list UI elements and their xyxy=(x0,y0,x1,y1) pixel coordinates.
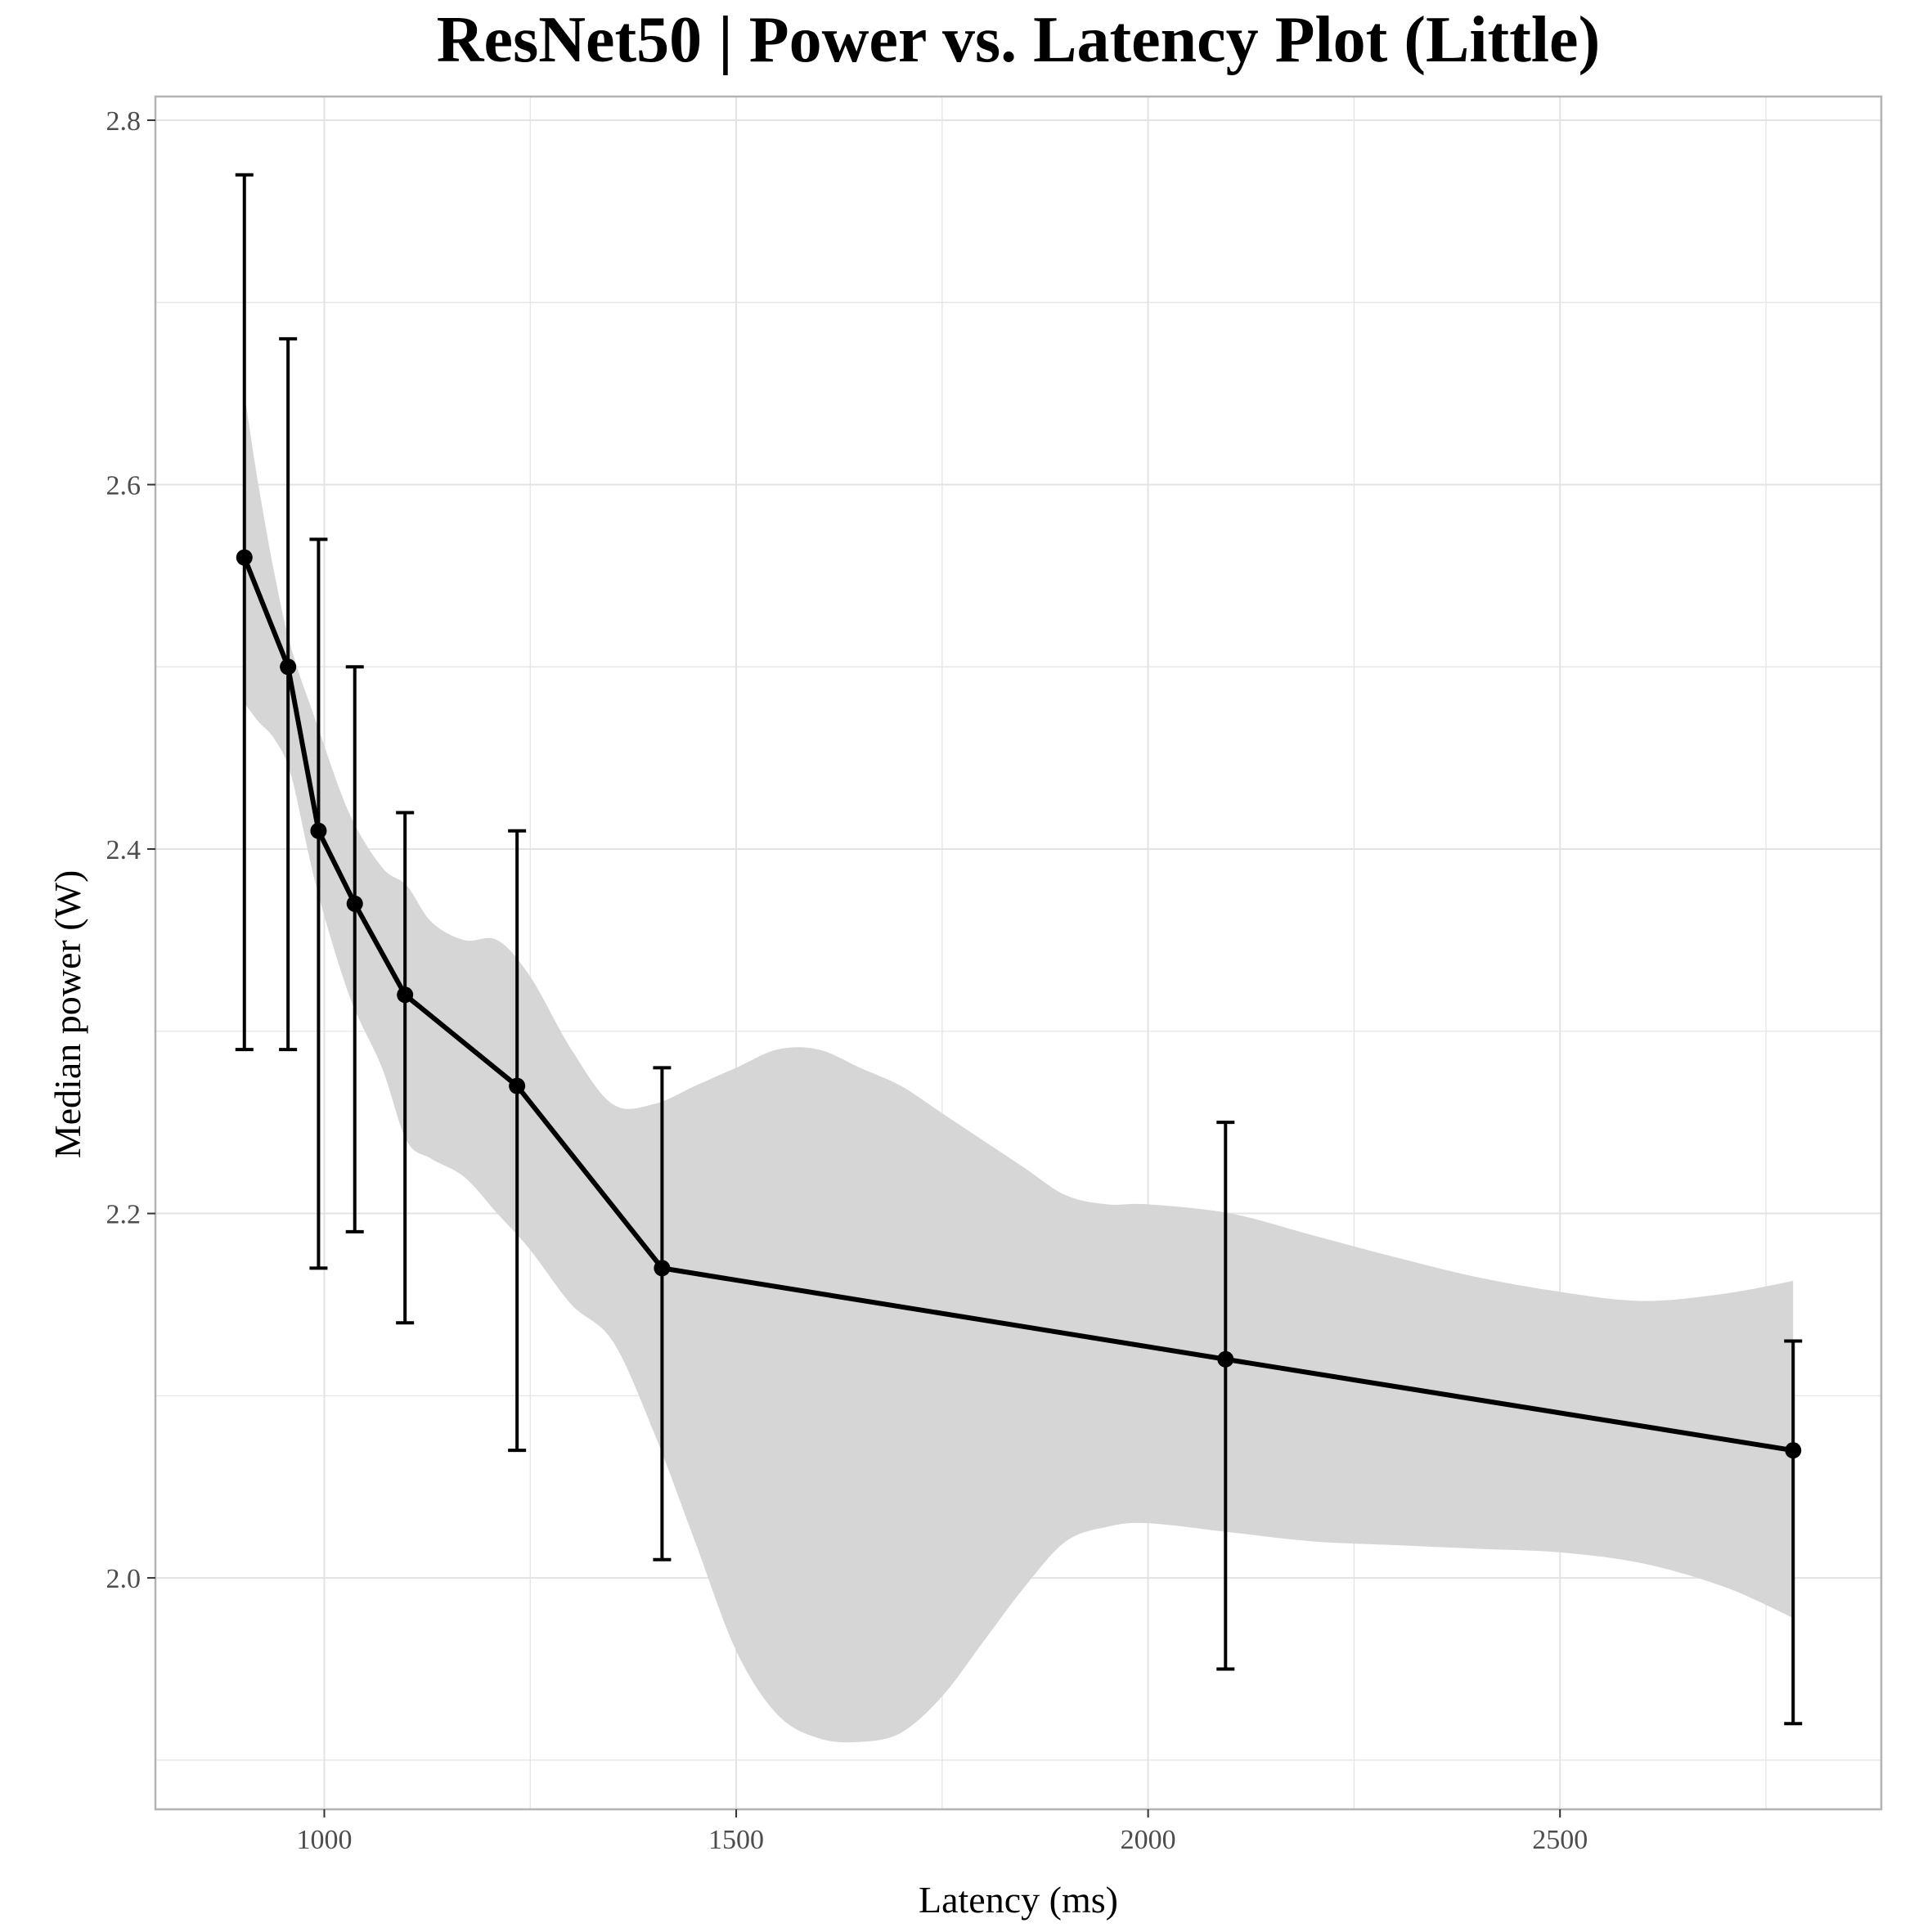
data-point xyxy=(236,549,253,566)
y-tick-label: 2.2 xyxy=(106,1200,142,1230)
data-point xyxy=(397,986,414,1004)
x-axis-label: Latency (ms) xyxy=(919,1879,1118,1921)
y-tick-label: 2.0 xyxy=(106,1564,142,1594)
data-point xyxy=(346,895,363,912)
x-tick-label: 1000 xyxy=(296,1825,352,1855)
confidence-band-layer xyxy=(244,393,1794,1743)
data-point xyxy=(1217,1350,1234,1368)
data-point xyxy=(654,1260,671,1277)
x-tick-label: 2000 xyxy=(1121,1825,1176,1855)
x-tick-label: 2500 xyxy=(1532,1825,1588,1855)
confidence-band xyxy=(244,393,1794,1743)
tick-layer: 1000 1500 2000 2500 2.0 2.2 2.4 2.6 2.8 xyxy=(106,106,1588,1855)
y-axis-label: Median power (W) xyxy=(47,870,88,1159)
data-point xyxy=(1785,1442,1802,1459)
data-point xyxy=(310,822,327,839)
data-point xyxy=(280,658,297,676)
point-layer xyxy=(236,549,1802,1459)
y-tick-label: 2.8 xyxy=(106,106,142,137)
y-tick-label: 2.6 xyxy=(106,470,142,501)
x-tick-label: 1500 xyxy=(708,1825,764,1855)
chart-title: ResNet50 | Power vs. Latency Plot (Littl… xyxy=(437,4,1600,76)
y-tick-label: 2.4 xyxy=(106,835,142,865)
panel-border xyxy=(154,95,1883,1811)
data-point xyxy=(509,1077,526,1094)
error-bar-layer xyxy=(235,173,1803,1726)
